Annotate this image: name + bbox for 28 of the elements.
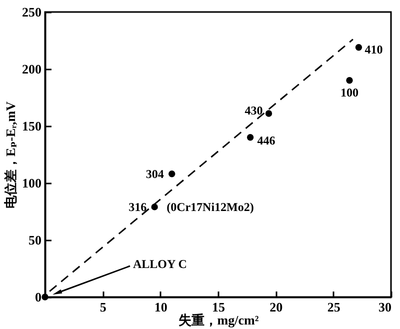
point: [246, 134, 254, 141]
y-tick-label: 0: [35, 290, 42, 304]
y-tick-label: 200: [22, 62, 42, 76]
x-tick-label: 15: [212, 300, 226, 314]
point: [265, 110, 272, 117]
y-tick-label: 150: [22, 118, 42, 134]
annotation: ALLOY C: [133, 257, 187, 271]
y-tick-label: 100: [22, 176, 42, 190]
annotation: 446: [257, 133, 276, 148]
annotation: 316: [128, 200, 147, 214]
point: [168, 170, 176, 178]
annotation: 100: [340, 85, 358, 100]
y-axis-title: 电位差，Eₚ-Eᵣ,mV: [3, 100, 18, 208]
annotation: 430: [244, 103, 263, 118]
x-tick-label: 20: [270, 300, 283, 314]
x-tick-label: 5: [100, 300, 107, 314]
x-tick-label: 25: [327, 300, 341, 314]
point: [42, 294, 48, 300]
x-tick-label: 10: [154, 300, 168, 314]
annotation: 410: [364, 42, 383, 56]
annotation: (0Cr17Ni12Mo2): [166, 200, 254, 214]
y-tick-label: 50: [28, 232, 42, 248]
x-axis-title: 失重，mg/cm²: [178, 312, 259, 328]
point: [355, 44, 362, 51]
point: [346, 77, 353, 84]
x-tick-label: 30: [378, 300, 392, 314]
annotation: 304: [146, 166, 164, 181]
y-tick-label: 250: [22, 4, 42, 20]
